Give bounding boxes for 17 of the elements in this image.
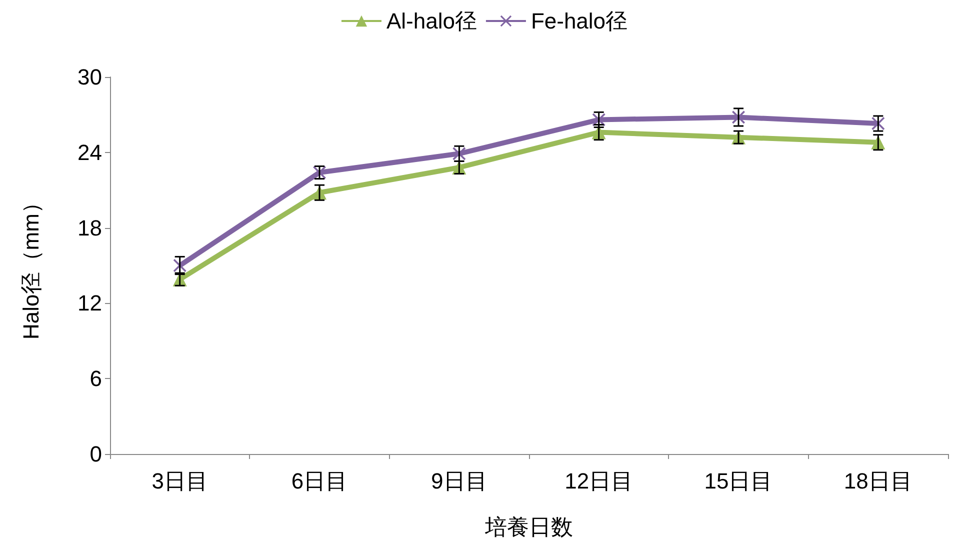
legend-label: Fe-halo径 <box>530 8 628 34</box>
x-axis-title: 培養日数 <box>484 514 573 540</box>
y-tick-label: 6 <box>90 366 102 392</box>
legend-label: Al-halo径 <box>386 8 477 34</box>
y-axis-title: Halo径（mm） <box>18 192 44 340</box>
y-tick-label: 0 <box>90 442 102 466</box>
x-tick-label: 12日目 <box>564 468 634 494</box>
x-tick-label: 18日目 <box>844 468 912 494</box>
y-tick-label: 30 <box>78 64 102 90</box>
x-tick-label: 15日目 <box>704 468 773 494</box>
x-tick-label: 3日目 <box>152 468 208 494</box>
y-tick-label: 24 <box>78 140 102 165</box>
y-tick-label: 12 <box>78 290 102 316</box>
x-tick-label: 6日目 <box>291 468 348 494</box>
x-tick-label: 9日目 <box>431 468 488 494</box>
y-tick-label: 18 <box>78 215 102 240</box>
point <box>732 110 745 124</box>
